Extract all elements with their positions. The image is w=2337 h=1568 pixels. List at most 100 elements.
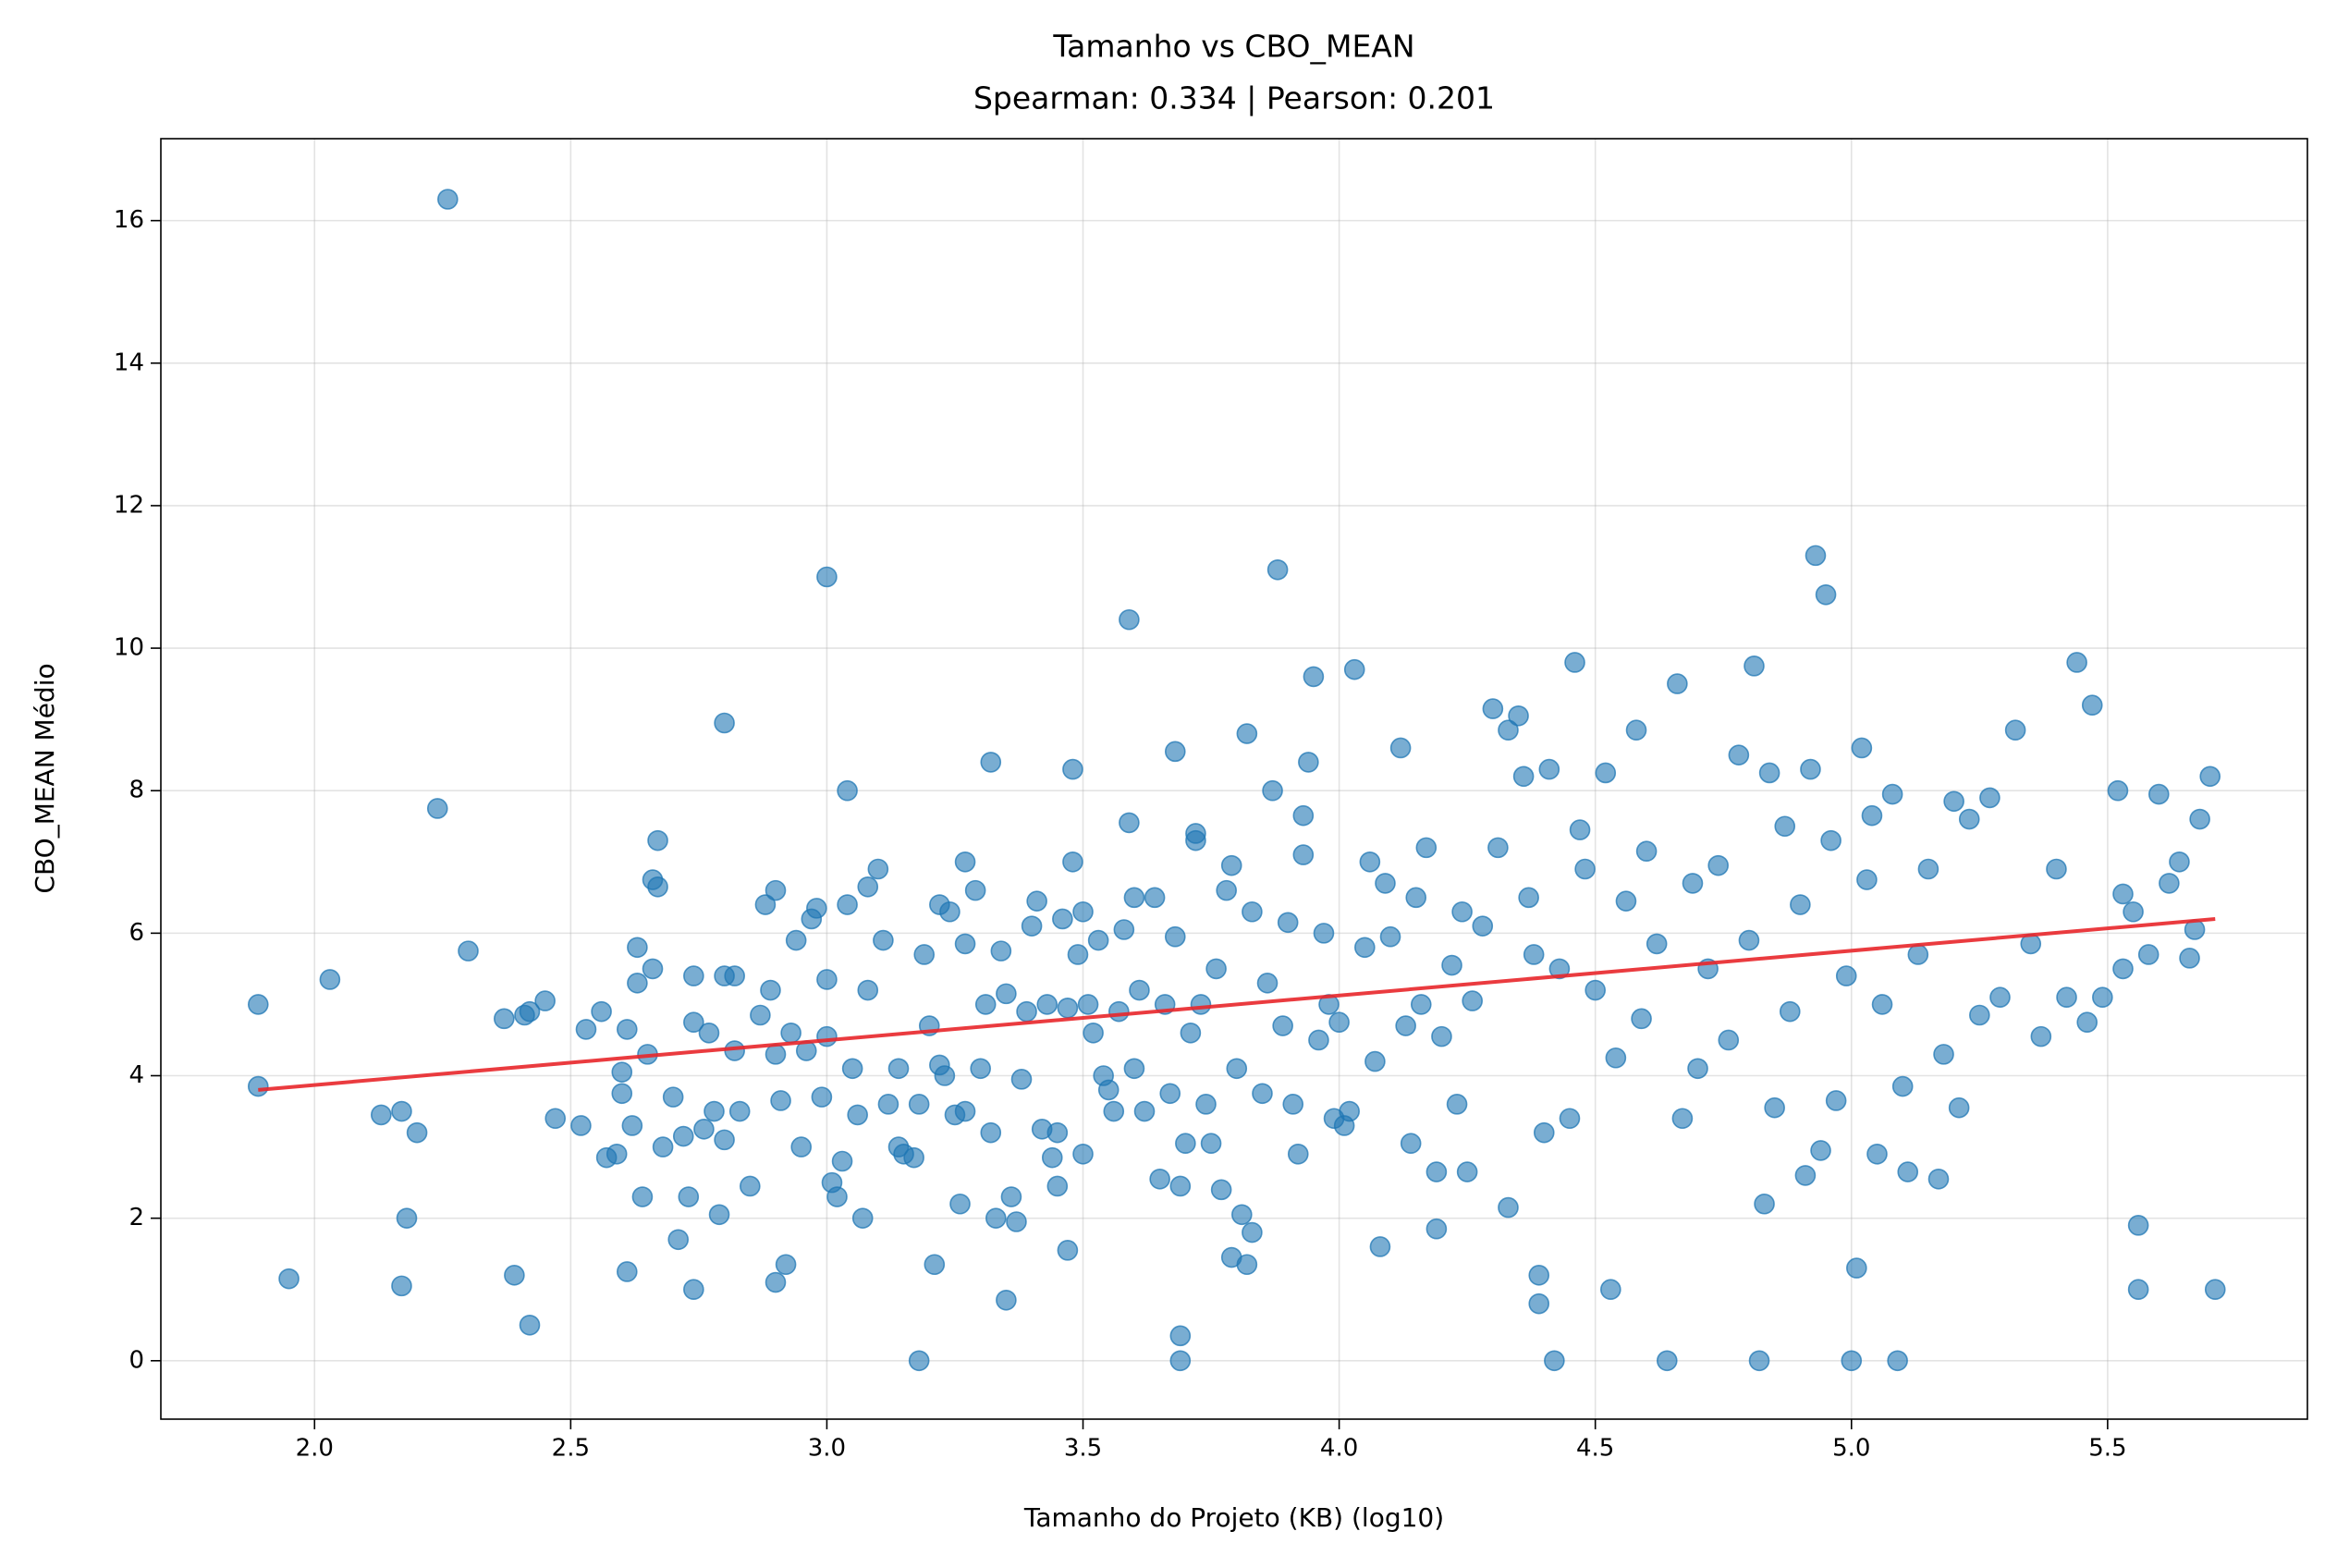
scatter-point — [826, 1186, 848, 1207]
scatter-point — [750, 1004, 771, 1026]
scatter-point — [704, 1100, 725, 1122]
scatter-point — [1917, 858, 1939, 880]
x-tick-label: 3.5 — [1064, 1435, 1102, 1463]
scatter-point — [575, 1019, 597, 1040]
scatter-point — [1129, 979, 1150, 1001]
scatter-point — [1169, 1325, 1192, 1347]
scatter-point — [642, 958, 664, 980]
scatter-point — [1748, 1350, 1770, 1372]
scatter-point — [877, 1094, 899, 1115]
scatter-point — [1119, 608, 1140, 631]
scatter-point — [1164, 925, 1186, 948]
scatter-point — [1262, 779, 1283, 802]
x-axis-label: Tamanho do Projeto (KB) (log10) — [1023, 1502, 1444, 1533]
scatter-point — [2169, 851, 2190, 873]
scatter-point — [426, 798, 448, 819]
scatter-point — [683, 1279, 704, 1301]
scatter-point — [996, 983, 1017, 1005]
scatter-point — [1707, 854, 1729, 876]
scatter-point — [1272, 1015, 1293, 1036]
x-tick-label: 5.0 — [1832, 1435, 1870, 1463]
scatter-point — [1605, 1047, 1627, 1069]
x-tick-label: 2.0 — [296, 1435, 334, 1463]
scatter-point — [1354, 937, 1376, 959]
y-tick-label: 16 — [114, 206, 144, 234]
scatter-point — [1548, 958, 1571, 980]
scatter-point — [765, 1044, 787, 1065]
scatter-point — [1256, 973, 1279, 994]
scatter-point — [1846, 1257, 1867, 1279]
scatter-point — [841, 1058, 863, 1080]
scatter-point — [2189, 808, 2210, 830]
scatter-point — [780, 1022, 801, 1044]
scatter-point — [652, 1136, 674, 1158]
y-tick-label: 6 — [128, 919, 144, 947]
scatter-point — [728, 1100, 751, 1122]
scatter-point — [867, 858, 889, 880]
scatter-point — [1790, 894, 1811, 915]
scatter-point — [1277, 912, 1299, 934]
scatter-point — [1897, 1161, 1919, 1182]
scatter-point — [2107, 779, 2129, 802]
scatter-point — [765, 879, 787, 901]
scatter-point — [1979, 787, 2001, 809]
scatter-point — [1236, 723, 1258, 744]
scatter-point — [970, 1058, 991, 1080]
scatter-point — [1462, 990, 1483, 1011]
scatter-point — [1815, 583, 1837, 606]
scatter-point — [2127, 1279, 2149, 1301]
scatter-point — [534, 990, 556, 1011]
scatter-point — [1200, 1133, 1222, 1155]
scatter-point — [1062, 851, 1083, 873]
scatter-point — [1062, 758, 1083, 780]
scatter-point — [1375, 873, 1396, 894]
scatter-point — [1046, 1175, 1069, 1197]
scatter-point — [627, 973, 648, 994]
scatter-point — [1364, 1050, 1386, 1072]
scatter-point — [1026, 890, 1047, 912]
scatter-point — [1298, 752, 1319, 773]
scatter-point — [1958, 808, 1980, 830]
scatter-point — [980, 752, 1002, 773]
scatter-point — [2147, 783, 2170, 805]
scatter-point — [1216, 879, 1237, 901]
scatter-point — [391, 1275, 412, 1297]
scatter-point — [1446, 1094, 1468, 1115]
scatter-point — [1866, 1143, 1888, 1165]
scatter-point — [1292, 844, 1315, 865]
scatter-point — [1615, 890, 1637, 912]
scatter-point — [1144, 887, 1166, 909]
scatter-point — [1195, 1094, 1217, 1115]
scatter-point — [1410, 994, 1432, 1015]
scatter-point — [1758, 762, 1780, 784]
x-tick-label: 4.0 — [1320, 1435, 1358, 1463]
scatter-point — [1369, 1236, 1391, 1257]
scatter-point — [1851, 737, 1873, 759]
scatter-point — [949, 1193, 971, 1215]
y-tick-label: 0 — [128, 1346, 144, 1374]
scatter-point — [1395, 1015, 1416, 1036]
scatter-point — [570, 1115, 592, 1136]
scatter-point — [1266, 558, 1289, 581]
scatter-point — [1564, 652, 1585, 673]
scatter-point — [1441, 954, 1462, 976]
scatter-point — [1343, 658, 1365, 680]
scatter-point — [1133, 1100, 1156, 1122]
scatter-point — [714, 1129, 735, 1151]
scatter-point — [1328, 1011, 1350, 1034]
scatter-point — [1498, 719, 1519, 741]
scatter-point — [1482, 698, 1504, 719]
scatter-point — [1646, 933, 1668, 955]
x-tick-label: 3.0 — [808, 1435, 846, 1463]
scatter-point — [1635, 840, 1658, 863]
scatter-point — [1933, 1044, 1954, 1065]
scatter-point — [1528, 1265, 1550, 1286]
scatter-point — [837, 894, 858, 915]
scatter-point — [611, 1083, 633, 1105]
scatter-point — [1969, 1004, 1990, 1026]
scatter-point — [924, 1254, 946, 1276]
scatter-point — [1856, 869, 1878, 890]
scatter-point — [1164, 741, 1186, 763]
scatter-point — [1242, 1221, 1263, 1243]
scatter-point — [1744, 655, 1765, 677]
